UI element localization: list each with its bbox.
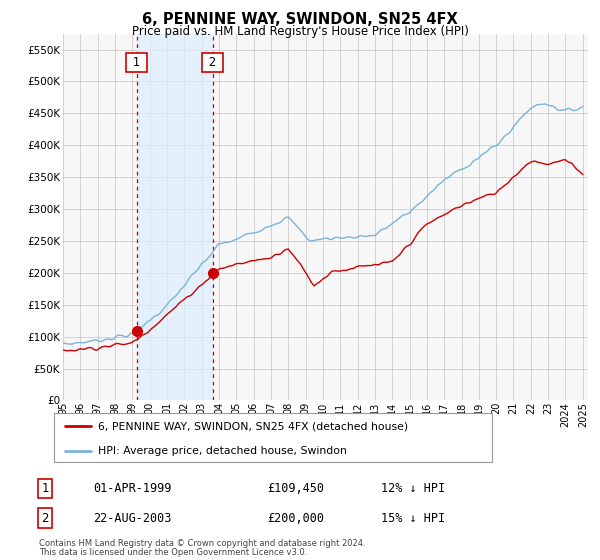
Text: HPI: Average price, detached house, Swindon: HPI: Average price, detached house, Swin… [98, 446, 347, 456]
Text: Contains HM Land Registry data © Crown copyright and database right 2024.: Contains HM Land Registry data © Crown c… [39, 539, 365, 548]
Text: 1: 1 [41, 482, 49, 495]
Bar [137, 34, 213, 400]
Text: 2: 2 [205, 56, 220, 69]
Text: 22-AUG-2003: 22-AUG-2003 [93, 511, 172, 525]
Text: 15% ↓ HPI: 15% ↓ HPI [381, 511, 445, 525]
Text: Price paid vs. HM Land Registry's House Price Index (HPI): Price paid vs. HM Land Registry's House … [131, 25, 469, 38]
Text: 6, PENNINE WAY, SWINDON, SN25 4FX (detached house): 6, PENNINE WAY, SWINDON, SN25 4FX (detac… [98, 421, 408, 431]
Text: £200,000: £200,000 [267, 511, 324, 525]
Text: £109,450: £109,450 [267, 482, 324, 495]
Text: 01-APR-1999: 01-APR-1999 [93, 482, 172, 495]
Text: 6, PENNINE WAY, SWINDON, SN25 4FX: 6, PENNINE WAY, SWINDON, SN25 4FX [142, 12, 458, 27]
Text: 2: 2 [41, 511, 49, 525]
Text: 1: 1 [129, 56, 144, 69]
Text: This data is licensed under the Open Government Licence v3.0.: This data is licensed under the Open Gov… [39, 548, 307, 557]
Text: 12% ↓ HPI: 12% ↓ HPI [381, 482, 445, 495]
